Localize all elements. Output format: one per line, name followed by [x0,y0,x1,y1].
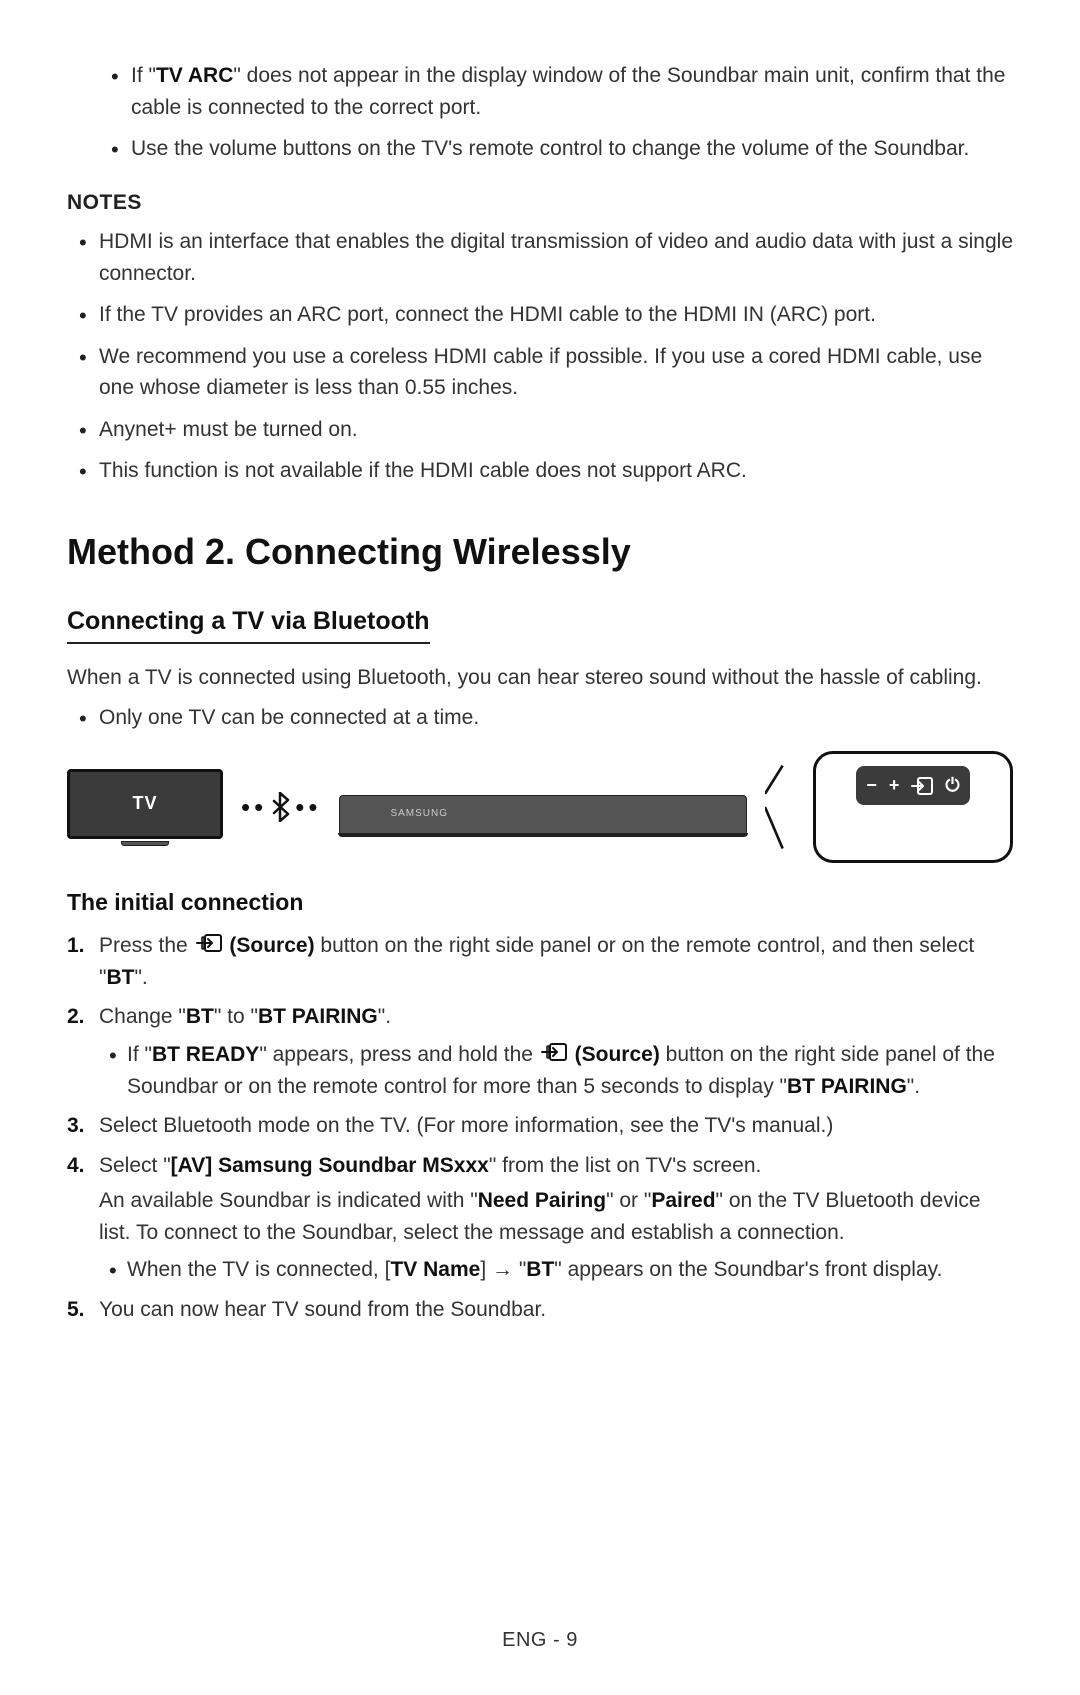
text: Use the volume buttons on the TV's remot… [131,137,969,160]
text: Change " [99,1005,186,1028]
list-item: Use the volume buttons on the TV's remot… [131,133,1013,165]
bluetooth-heading: Connecting a TV via Bluetooth [67,603,430,645]
text: If " [131,64,156,87]
method-heading: Method 2. Connecting Wirelessly [67,525,1013,579]
bold-text: Need Pairing [478,1189,606,1212]
step-number: 3. [67,1110,85,1142]
step-number: 1. [67,930,85,962]
bold-text: Paired [651,1189,715,1212]
step-3: 3. Select Bluetooth mode on the TV. (For… [99,1110,1013,1142]
bold-text: BT [186,1005,214,1028]
tv-screen: TV [67,769,223,839]
text: Select " [99,1154,171,1177]
controls-badge: − + ⏻ [856,766,969,805]
list-item: HDMI is an interface that enables the di… [99,226,1013,289]
page-footer: ENG - 9 [67,1625,1013,1655]
text: You can now hear TV sound from the Sound… [99,1298,546,1321]
step-2-sub: If "BT READY" appears, press and hold th… [99,1039,1013,1103]
text: ". [134,966,147,989]
step-number: 5. [67,1294,85,1326]
list-item: If the TV provides an ARC port, connect … [99,299,1013,331]
list-item: Only one TV can be connected at a time. [99,702,1013,734]
tv-label: TV [132,790,157,817]
step-2: 2. Change "BT" to "BT PAIRING". If "BT R… [99,1001,1013,1102]
bold-text: BT PAIRING [787,1075,907,1098]
list-item: If "BT READY" appears, press and hold th… [127,1039,1013,1103]
text: Select Bluetooth mode on the TV. (For mo… [99,1114,833,1137]
bold-text: (Source) [569,1043,660,1066]
list-item: We recommend you use a coreless HDMI cab… [99,341,1013,404]
text: " from the list on TV's screen. [489,1154,762,1177]
top-bullets: If "TV ARC" does not appear in the displ… [67,60,1013,165]
controls-closeup: − + ⏻ [813,751,1013,863]
bold-text: BT READY [152,1043,259,1066]
step-4-para: An available Soundbar is indicated with … [99,1185,1013,1248]
step-1: 1. Press the (Source) button on the righ… [99,930,1013,994]
bluetooth-diagram: TV •• •• SAMSUNG − + ⏻ [67,751,1013,863]
tv-stand [121,841,169,846]
text: Press the [99,934,194,957]
bluetooth-signal-icon: •• •• [241,788,321,827]
list-item: If "TV ARC" does not appear in the displ… [131,60,1013,123]
notes-heading: NOTES [67,187,1013,219]
source-icon [541,1039,567,1071]
text: An available Soundbar is indicated with … [99,1189,478,1212]
text: " to " [214,1005,258,1028]
bold-text: BT [106,966,134,989]
steps-list: 1. Press the (Source) button on the righ… [67,930,1013,1326]
soundbar-graphic: SAMSUNG [339,779,747,835]
text: " appears on the Soundbar's front displa… [554,1258,942,1281]
text: ". [907,1075,920,1098]
bold-text: TV Name [390,1258,480,1281]
list-item: When the TV is connected, [TV Name] → "B… [127,1254,1013,1286]
step-4: 4. Select "[AV] Samsung Soundbar MSxxx" … [99,1150,1013,1286]
plus-icon: + [889,772,900,799]
list-item: This function is not available if the HD… [99,455,1013,487]
step-number: 4. [67,1150,85,1182]
bluetooth-intro-list: Only one TV can be connected at a time. [67,702,1013,734]
bold-text: [AV] Samsung Soundbar MSxxx [171,1154,489,1177]
list-item: Anynet+ must be turned on. [99,414,1013,446]
step-number: 2. [67,1001,85,1033]
text: " appears, press and hold the [259,1043,538,1066]
power-icon: ⏻ [945,772,959,799]
minus-icon: − [866,772,877,799]
text: When the TV is connected, [ [127,1258,390,1281]
step-5: 5. You can now hear TV sound from the So… [99,1294,1013,1326]
bold-text: BT PAIRING [258,1005,378,1028]
source-icon [196,930,222,962]
bold-text: TV ARC [156,64,233,87]
text: " does not appear in the display window … [131,64,1005,119]
bluetooth-intro: When a TV is connected using Bluetooth, … [67,662,1013,694]
text: ". [378,1005,391,1028]
text: " or " [606,1189,651,1212]
notes-list: HDMI is an interface that enables the di… [67,226,1013,487]
bold-text: BT [526,1258,554,1281]
bold-text: (Source) [224,934,315,957]
source-icon [911,777,933,795]
text: ] → " [480,1258,526,1281]
bluetooth-icon [271,792,291,822]
soundbar-brand: SAMSUNG [390,806,448,821]
text: If " [127,1043,152,1066]
initial-connection-heading: The initial connection [67,885,1013,920]
callout-line-icon [765,752,795,862]
soundbar: SAMSUNG [339,795,747,835]
tv-graphic: TV [67,769,223,846]
step-4-sub: When the TV is connected, [TV Name] → "B… [99,1254,1013,1286]
